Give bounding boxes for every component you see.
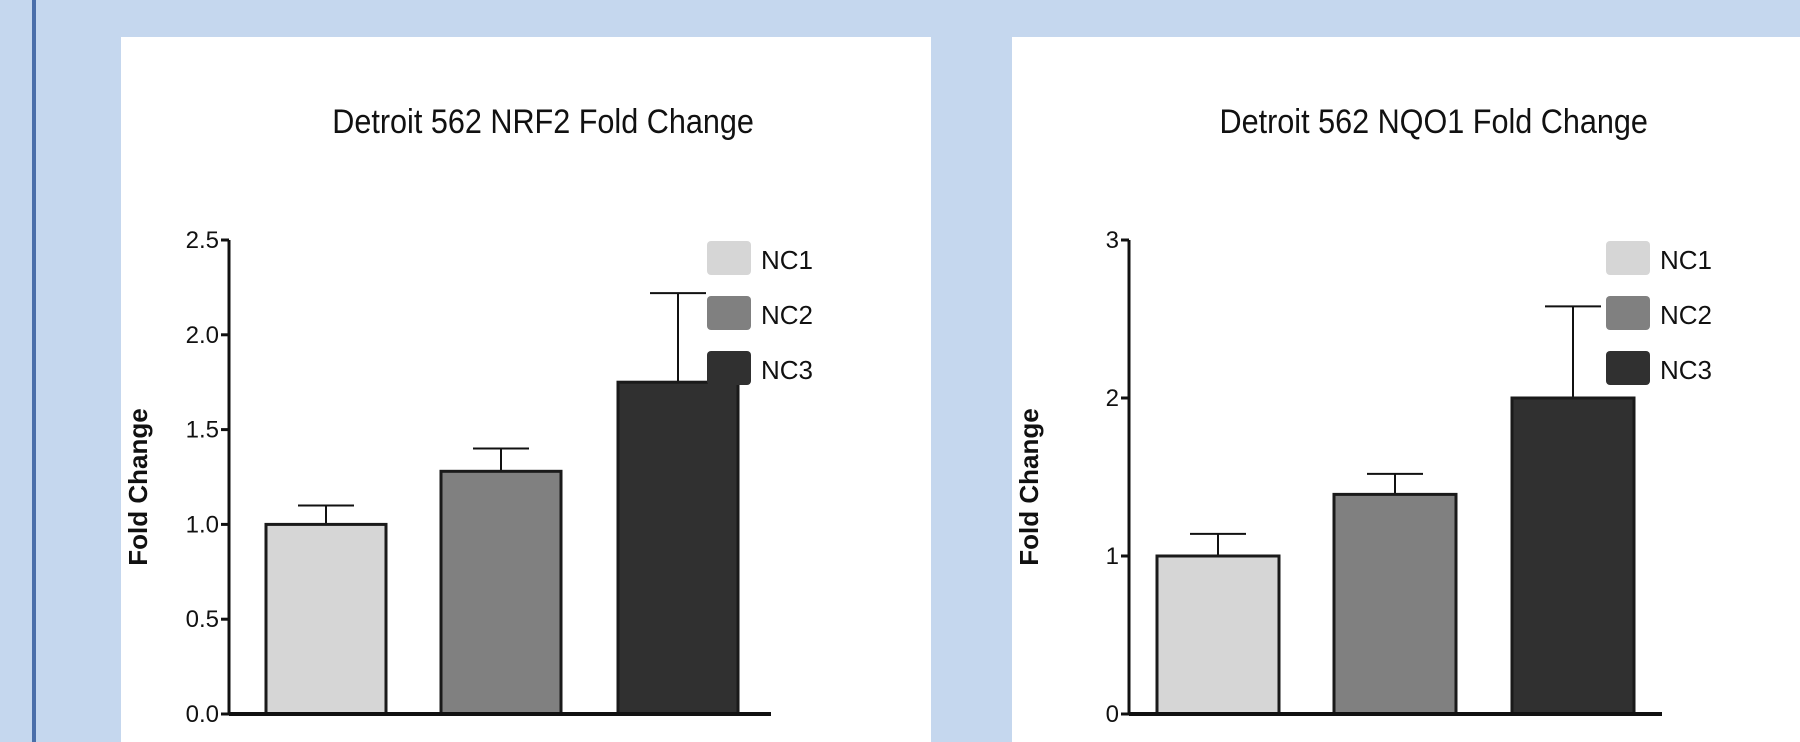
nrf2-bar-nc3	[616, 380, 740, 716]
nrf2-y-tick-label: 1.5	[186, 417, 219, 444]
nrf2-y-axis-label: Fold Change	[123, 408, 153, 565]
nqo1-y-tick-label: 3	[1106, 227, 1119, 254]
chart-panel-nrf2: Detroit 562 NRF2 Fold Change Fold Change 0…	[121, 37, 931, 742]
nqo1-y-tick-label: 2	[1106, 385, 1119, 412]
nqo1-y-axis-label: Fold Change	[1014, 408, 1044, 565]
nqo1-bar-nc3	[1510, 396, 1636, 716]
nqo1-legend-label-nc2: NC2	[1660, 300, 1712, 330]
nrf2-y-tick-label: 0.5	[186, 606, 219, 633]
nrf2-chart-svg: Detroit 562 NRF2 Fold Change Fold Change 0…	[123, 103, 813, 728]
nqo1-chart-svg: Detroit 562 NQO1 Fold Change Fold Change 0…	[1014, 103, 1712, 728]
nrf2-legend-label-nc2: NC2	[761, 300, 813, 330]
nqo1-legend-swatch-nc3	[1606, 351, 1650, 385]
nrf2-legend-swatch-nc3	[707, 351, 751, 385]
nqo1-bar-nc1	[1155, 554, 1281, 716]
nqo1-legend-label-nc1: NC1	[1660, 245, 1712, 275]
nqo1-legend-label-nc3: NC3	[1660, 355, 1712, 385]
nrf2-bar-nc1	[264, 522, 388, 716]
left-border-rule	[32, 0, 36, 742]
nrf2-y-tick-label: 0.0	[186, 701, 219, 728]
nqo1-legend-swatch-nc2	[1606, 296, 1650, 330]
nqo1-bar-nc2	[1332, 492, 1458, 716]
nqo1-legend-swatch-nc1	[1606, 241, 1650, 275]
nrf2-chart-title: Detroit 562 NRF2 Fold Change	[332, 103, 754, 141]
nrf2-legend-label-nc3: NC3	[761, 355, 813, 385]
nrf2-y-tick-label: 1.0	[186, 511, 219, 538]
nrf2-legend-swatch-nc1	[707, 241, 751, 275]
nrf2-legend-swatch-nc2	[707, 296, 751, 330]
nrf2-y-tick-label: 2.5	[186, 227, 219, 254]
nqo1-chart-title: Detroit 562 NQO1 Fold Change	[1219, 103, 1647, 141]
nrf2-legend-label-nc1: NC1	[761, 245, 813, 275]
nqo1-y-tick-label: 0	[1106, 701, 1119, 728]
nrf2-bar-nc2	[439, 469, 563, 716]
nqo1-y-tick-label: 1	[1106, 543, 1119, 570]
chart-panel-nqo1: Detroit 562 NQO1 Fold Change Fold Change 0…	[1012, 37, 1800, 742]
nrf2-y-tick-label: 2.0	[186, 322, 219, 349]
